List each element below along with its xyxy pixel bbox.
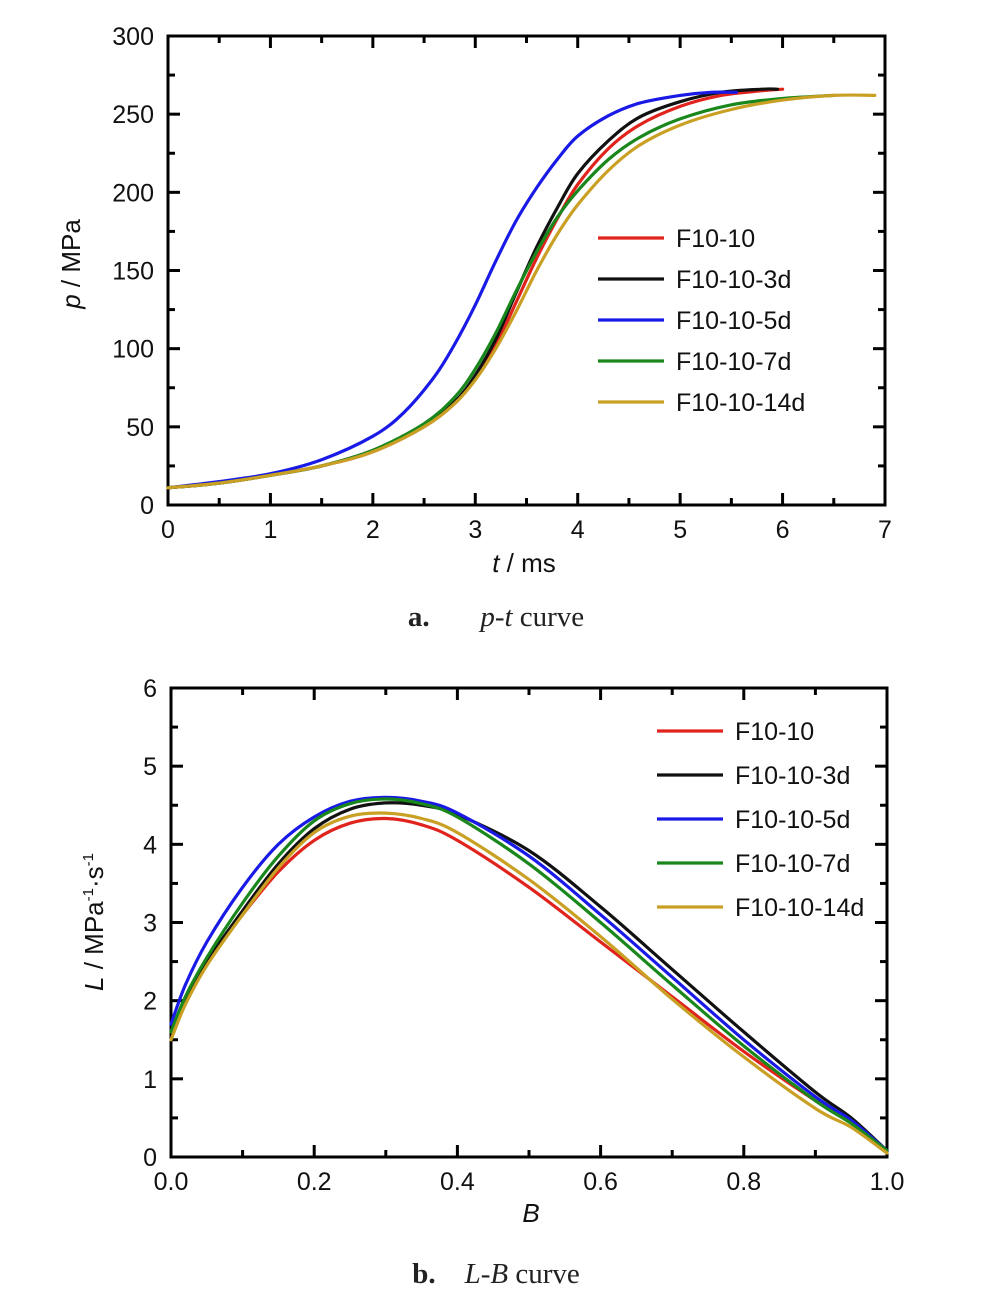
chart-b-y-tick-label: 5 bbox=[143, 753, 157, 781]
chart-a-x-tick-label: 7 bbox=[878, 516, 892, 544]
chart-b-series-line-f10-10-7d bbox=[169, 797, 889, 1153]
chart-b-y-tick-label: 2 bbox=[143, 988, 157, 1016]
chart-a-y-axis-title: p / MPa bbox=[56, 219, 86, 310]
chart-a-legend-label: F10-10 bbox=[676, 225, 755, 253]
chart-b-plot-frame bbox=[169, 686, 889, 1159]
chart-a-y-tick-label: 250 bbox=[112, 101, 154, 129]
chart-a-y-tick-label: 100 bbox=[112, 336, 154, 364]
chart-a-legend-label: F10-10-7d bbox=[676, 348, 791, 376]
chart-a-y-tick-label: 50 bbox=[126, 414, 154, 442]
chart-b-legend: F10-10 F10-10-3d F10-10-5d F10-10-7d F10-10-… bbox=[657, 718, 864, 922]
chart-b-series-line-f10-10-14d bbox=[169, 811, 889, 1155]
chart-a-x-axis-title: t / ms bbox=[492, 548, 556, 578]
chart-b-y-tick-label: 4 bbox=[143, 831, 157, 859]
chart-a: 0 1 2 3 4 5 6 7 0 50 100 150 200 250 300 t / ms p / MP… bbox=[56, 23, 892, 633]
chart-a-x-tick-label: 0 bbox=[161, 516, 175, 544]
chart-a-x-tick-label: 5 bbox=[673, 516, 687, 544]
chart-b-x-axis-title: B bbox=[522, 1198, 539, 1228]
chart-a-y-tick-label: 300 bbox=[112, 23, 154, 51]
chart-b-y-tick-label: 1 bbox=[143, 1066, 157, 1094]
chart-b-y-tick-label: 3 bbox=[143, 910, 157, 938]
chart-a-x-tick-label: 1 bbox=[263, 516, 277, 544]
chart-a-series-line-f10-10-14d bbox=[166, 93, 877, 490]
chart-a-x-tick-label: 4 bbox=[571, 516, 585, 544]
chart-a-series-line-f10-10-5d bbox=[166, 90, 739, 490]
chart-b-y-tick-label: 6 bbox=[143, 675, 157, 703]
chart-b-ticks: 0.0 0.2 0.4 0.6 0.8 1.0 0 1 2 3 4 5 6 bbox=[143, 675, 904, 1196]
chart-a-legend-label: F10-10-14d bbox=[676, 389, 805, 417]
chart-b-legend-label: F10-10-3d bbox=[735, 762, 850, 790]
chart-a-x-tick-label: 3 bbox=[468, 516, 482, 544]
chart-a-ticks: 0 1 2 3 4 5 6 7 0 50 100 150 200 250 300 bbox=[112, 23, 892, 544]
chart-a-y-tick-label: 200 bbox=[112, 179, 154, 207]
chart-a-legend-label: F10-10-5d bbox=[676, 307, 791, 335]
chart-b-x-tick-label: 0.8 bbox=[726, 1168, 761, 1196]
chart-b-legend-label: F10-10-14d bbox=[735, 894, 864, 922]
chart-b-x-tick-label: 0.4 bbox=[440, 1168, 475, 1196]
chart-a-legend-label: F10-10-3d bbox=[676, 266, 791, 294]
chart-b-x-tick-label: 0.6 bbox=[583, 1168, 618, 1196]
chart-a-x-tick-label: 2 bbox=[366, 516, 380, 544]
chart-a-caption: a. p-t curve bbox=[408, 601, 584, 633]
chart-b-legend-label: F10-10-7d bbox=[735, 850, 850, 878]
chart-b-x-tick-label: 1.0 bbox=[870, 1168, 905, 1196]
chart-b-x-tick-label: 0.0 bbox=[154, 1168, 189, 1196]
chart-b-legend-label: F10-10-5d bbox=[735, 806, 850, 834]
chart-b-y-axis-title: L / MPa-1·s-1 bbox=[79, 853, 109, 991]
chart-a-y-tick-label: 0 bbox=[140, 492, 154, 520]
chart-b-legend-label: F10-10 bbox=[735, 718, 814, 746]
chart-a-y-tick-label: 150 bbox=[112, 258, 154, 286]
chart-b-y-tick-label: 0 bbox=[143, 1144, 157, 1172]
chart-b-caption: b. L-B curve bbox=[412, 1258, 580, 1290]
chart-b: 0.0 0.2 0.4 0.6 0.8 1.0 0 1 2 3 4 5 6 B L / MPa-1·s-… bbox=[79, 675, 904, 1290]
chart-a-legend: F10-10 F10-10-3d F10-10-5d F10-10-7d F10-10-… bbox=[598, 225, 805, 417]
chart-b-series-lines bbox=[169, 795, 889, 1155]
chart-b-series-line-f10-10-5d bbox=[169, 795, 889, 1153]
chart-a-x-tick-label: 6 bbox=[776, 516, 790, 544]
chart-a-series-lines bbox=[166, 87, 877, 490]
chart-b-x-tick-label: 0.2 bbox=[297, 1168, 332, 1196]
